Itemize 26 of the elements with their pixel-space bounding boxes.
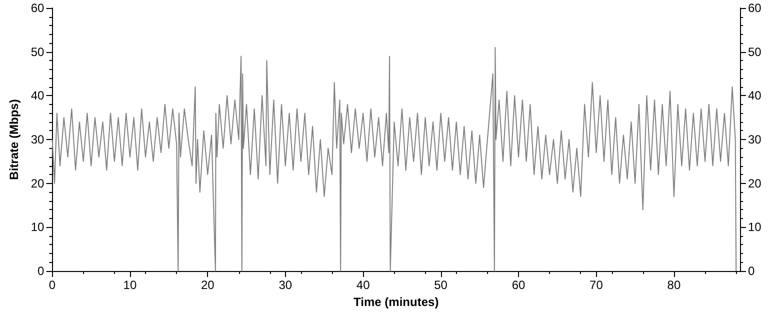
y-tick-label: 30 [30,132,45,146]
y-tick-label: 10 [30,220,45,234]
y-tick-label: 40 [30,88,45,103]
y2-tick-label: 50 [748,44,762,59]
y2-tick-label: 40 [748,88,762,103]
y2-tick-label: 0 [748,264,755,278]
y-tick-label: 60 [30,1,45,15]
x-tick-label: 60 [512,278,526,292]
x-tick-label: 0 [48,278,56,292]
y-tick-label: 0 [38,264,45,278]
x-tick-label: 10 [123,278,137,292]
y2-tick-label: 10 [748,220,762,234]
x-tick-label: 80 [667,278,681,292]
y-tick-label: 50 [30,44,45,59]
y-tick-label: 20 [30,176,45,190]
x-tick-label: 70 [590,278,604,292]
y2-tick-label: 60 [748,1,762,15]
y2-tick-label: 30 [748,132,762,146]
x-tick-label: 40 [356,278,370,292]
y2-tick-label: 20 [748,176,762,190]
x-tick-label: 50 [434,278,448,292]
x-tick-label: 30 [278,278,292,292]
x-tick-label: 20 [200,278,215,292]
line-series [52,46,737,272]
x-axis-title: Time (minutes) [354,294,439,309]
y-axis-title: Bitrate (Mbps) [7,99,21,180]
